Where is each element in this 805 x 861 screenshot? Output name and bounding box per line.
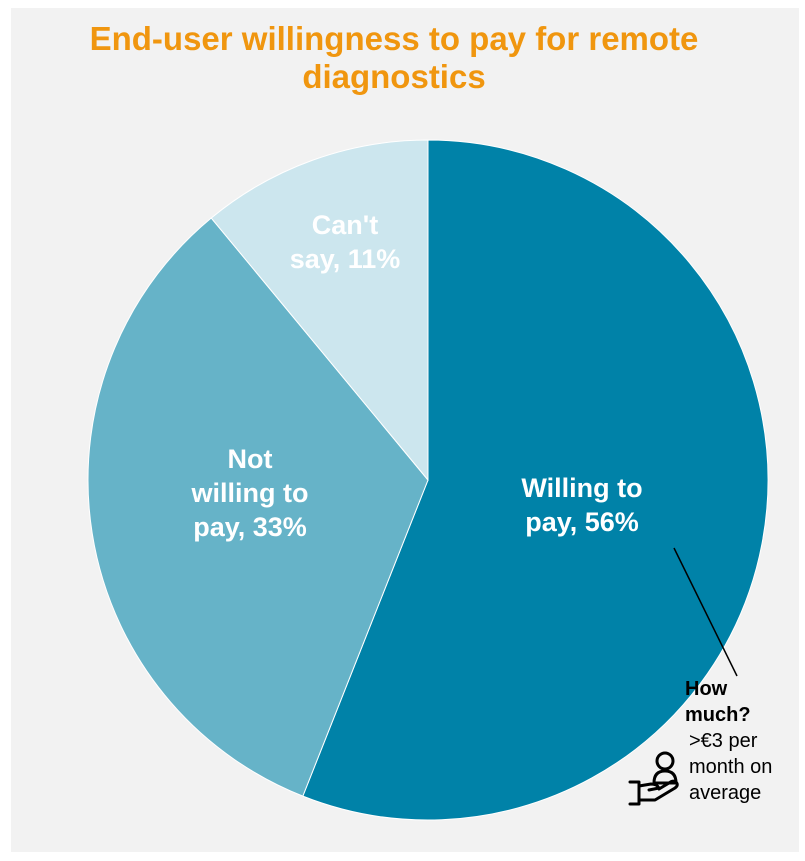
pie-slice-label-1: Willing to pay, 56% [521,473,642,537]
pie-slice-label-line: say, 11% [290,244,401,274]
annotation-leader-line [673,547,738,677]
pie-slice-label-2: Not willing to pay, 33% [191,444,309,542]
hand-holding-person-icon [628,751,679,806]
annotation-much: much? [685,704,751,726]
pie-slice-1 [302,139,769,821]
annotation-average: average [689,782,762,804]
pie-slice-label-3: Can't say, 11% [290,210,401,274]
annotation: How much? >€3 per month on average [685,676,795,806]
chart-title-line-2: diagnostics [302,58,486,95]
pie-slice-label-line: pay, 56% [525,507,639,537]
pie-slice-label-line: pay, 33% [193,512,307,542]
pie-slice-label-line: Willing to [521,473,642,503]
annotation-period: month on [689,756,773,778]
chart-title-line-1: End-user willingness to pay for remote [89,20,699,57]
pie-slice-2 [87,217,429,797]
pie-slice-label-line: willing to [191,478,309,508]
chart-title: End-user willingness to pay for remote d… [0,20,788,96]
annotation-price: >€3 per [689,730,758,752]
pie-slice-3 [210,139,429,482]
pie-slice-label-line: Can't [312,210,378,240]
pie-slice-label-line: Not [228,444,273,474]
annotation-how: How [685,678,728,700]
